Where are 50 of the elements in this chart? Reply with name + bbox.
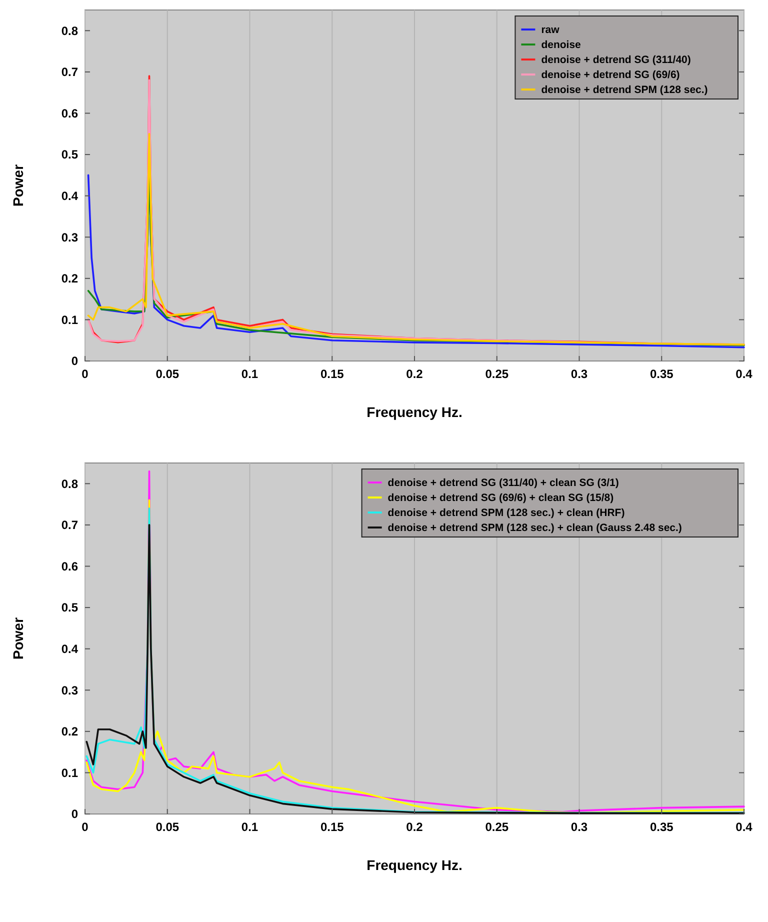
y-tick-label: 0.7: [61, 518, 78, 532]
y-tick-label: 0: [71, 354, 78, 368]
legend-label: denoise + detrend SG (311/40) + clean SG (3/1): [388, 477, 619, 490]
x-tick-label: 0.35: [650, 820, 674, 834]
x-tick-label: 0.1: [241, 820, 258, 834]
legend-label: denoise + detrend SG (311/40): [541, 54, 691, 66]
x-tick-label: 0.2: [406, 367, 424, 381]
line-series: [87, 132, 745, 346]
legend-label: denoise + detrend SPM (128 sec.) + clean (HRF): [388, 507, 625, 520]
x-axis-title: Frequency Hz.: [366, 404, 462, 420]
x-tick-label: 0: [82, 367, 89, 381]
legend-label: raw: [541, 24, 560, 36]
y-tick-label: 0.4: [61, 189, 78, 204]
y-tick-label: 0.8: [61, 24, 78, 38]
y-tick-label: 0.5: [61, 600, 78, 615]
y-tick-label: 0.5: [61, 148, 78, 162]
y-tick-label: 0.6: [61, 559, 78, 574]
y-tick-label: 0.1: [61, 312, 78, 327]
legend-label: denoise + detrend SG (69/6): [541, 69, 680, 82]
legend-label: denoise + detrend SG (69/6) + clean SG (15/8): [388, 492, 614, 504]
x-tick-label: 0: [82, 820, 89, 834]
legend-label: denoise: [541, 39, 582, 52]
x-tick-label: 0.25: [485, 367, 509, 381]
y-tick-label: 0.1: [61, 766, 78, 780]
x-tick-label: 0.25: [485, 820, 509, 834]
x-tick-label: 0.15: [320, 820, 344, 834]
x-tick-label: 0.15: [320, 367, 344, 381]
y-tick-label: 0.2: [61, 272, 78, 286]
x-tick-label: 0.1: [241, 367, 258, 381]
x-tick-label: 0.4: [736, 367, 753, 381]
legend-label: denoise + detrend SPM (128 sec.): [541, 84, 708, 96]
y-tick-label: 0: [71, 807, 78, 822]
x-tick-label: 0.2: [406, 820, 424, 834]
y-tick-label: 0.6: [61, 106, 78, 120]
x-tick-label: 0.3: [570, 820, 588, 834]
x-tick-label: 0.4: [736, 820, 753, 834]
legend-label: denoise + detrend SPM (128 sec.) + clean (Gauss 2.48 sec.): [388, 522, 682, 534]
y-tick-label: 0.3: [61, 230, 78, 244]
y-axis-title: Power: [10, 164, 26, 207]
x-tick-label: 0.3: [570, 367, 588, 381]
x-tick-label: 0.05: [156, 367, 180, 381]
y-tick-label: 0.4: [61, 642, 78, 656]
y-tick-label: 0.7: [61, 65, 78, 80]
x-axis-title: Frequency Hz.: [366, 857, 462, 873]
x-tick-label: 0.35: [650, 367, 674, 381]
y-tick-label: 0.2: [61, 724, 78, 739]
y-axis-title: Power: [10, 616, 26, 660]
x-tick-label: 0.05: [156, 820, 180, 834]
y-tick-label: 0.8: [61, 476, 78, 491]
y-tick-label: 0.3: [61, 683, 78, 698]
